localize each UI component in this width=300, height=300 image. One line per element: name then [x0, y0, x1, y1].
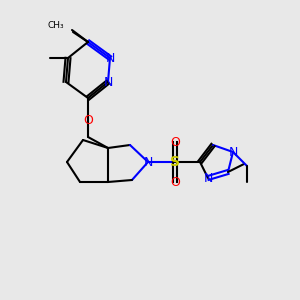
Text: N: N [143, 155, 153, 169]
Text: N: N [105, 52, 115, 64]
Text: O: O [170, 176, 180, 188]
Text: O: O [83, 113, 93, 127]
Text: N: N [228, 146, 238, 158]
Text: O: O [170, 136, 180, 148]
Text: N: N [103, 76, 113, 88]
Text: S: S [170, 155, 180, 169]
Text: N: N [203, 172, 213, 184]
Text: CH₃: CH₃ [47, 22, 64, 31]
